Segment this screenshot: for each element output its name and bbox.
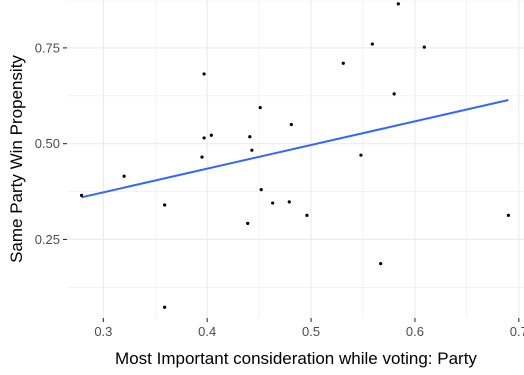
y-tick-label: 0.25 [35,232,60,247]
data-point [259,188,263,192]
y-axis-title: Same Party Win Propensity [7,55,26,263]
y-tick-label: 0.50 [35,136,60,151]
data-point [202,136,206,140]
major-gridlines [67,0,524,318]
data-point [305,213,309,217]
trend-line [81,99,509,199]
y-tick-label: 0.75 [35,40,60,55]
data-point [163,305,167,309]
data-point [209,133,213,137]
y-axis-ticks: 0.25 0.50 0.75 [35,40,67,247]
x-tick-label: 0.6 [406,324,424,339]
data-point [379,261,383,266]
data-point [271,201,275,205]
data-point [422,45,426,49]
data-point [370,42,374,46]
data-point [341,61,345,65]
data-point [396,2,400,6]
x-tick-label: 0.4 [198,324,216,339]
data-point [122,174,126,178]
data-point [287,200,291,204]
plot-panel [67,0,524,318]
data-point [289,122,293,127]
data-point [248,135,252,139]
data-points [79,2,511,309]
x-tick-label: 0.5 [302,324,320,339]
minor-gridlines [67,0,524,318]
data-point [79,193,84,197]
trend-line-group [81,99,509,199]
data-point [250,148,254,152]
data-point [246,221,250,225]
data-point [163,203,167,207]
data-point [200,155,204,159]
data-point [202,72,206,76]
x-tick-label: 0.3 [94,324,112,339]
data-point [258,106,262,110]
data-point [392,92,396,96]
x-tick-label: 0.7 [510,324,524,339]
x-axis-ticks: 0.3 0.4 0.5 0.6 0.7 [94,318,524,339]
data-point [506,213,511,217]
data-point [359,153,363,157]
x-axis-title: Most Important consideration while votin… [115,349,477,368]
